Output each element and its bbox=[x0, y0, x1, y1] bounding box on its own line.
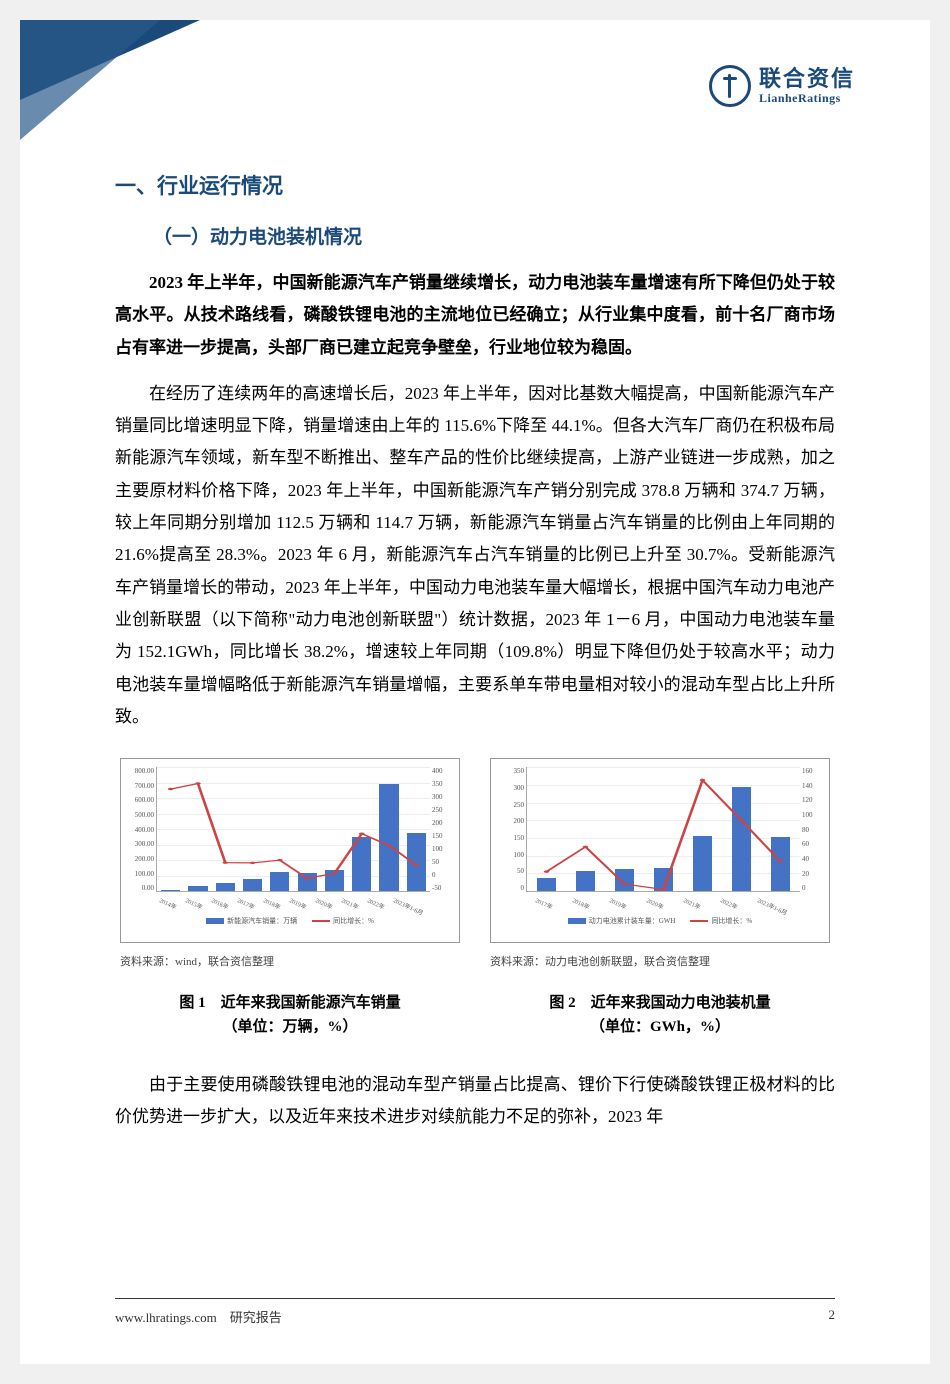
chart-2: 3503002502001501005001601401201008060402… bbox=[490, 758, 830, 943]
heading-2: （一）动力电池装机情况 bbox=[115, 222, 835, 249]
legend-line-icon bbox=[690, 920, 708, 922]
body-para-1: 在经历了连续两年的高速增长后，2023 年上半年，因对比基数大幅提高，中国新能源… bbox=[115, 378, 835, 733]
chart-1-col: 800.00700.00600.00500.00400.00300.00200.… bbox=[120, 758, 460, 1039]
content: 一、行业运行情况 （一）动力电池装机情况 2023 年上半年，中国新能源汽车产销… bbox=[20, 20, 930, 1134]
charts-row: 800.00700.00600.00500.00400.00300.00200.… bbox=[115, 758, 835, 1039]
chart-1: 800.00700.00600.00500.00400.00300.00200.… bbox=[120, 758, 460, 943]
logo-cn: 联合资信 bbox=[759, 67, 855, 91]
chart-2-col: 3503002502001501005001601401201008060402… bbox=[490, 758, 830, 1039]
footer-page: 2 bbox=[829, 1307, 836, 1326]
chart2-caption: 图 2 近年来我国动力电池装机量 （单位：GWh，%） bbox=[490, 991, 830, 1039]
legend-bar-icon bbox=[206, 918, 224, 924]
heading-1: 一、行业运行情况 bbox=[115, 170, 835, 200]
chart1-source: 资料来源：wind，联合资信整理 bbox=[120, 953, 460, 969]
logo-en: LianheRatings bbox=[759, 92, 855, 105]
chart1-legend2: 同比增长：% bbox=[333, 916, 374, 926]
chart2-legend1: 动力电池累计装车量：GWH bbox=[589, 916, 676, 926]
legend-bar-icon bbox=[568, 918, 586, 924]
chart2-source: 资料来源：动力电池创新联盟，联合资信整理 bbox=[490, 953, 830, 969]
chart1-caption: 图 1 近年来我国新能源汽车销量 （单位：万辆，%） bbox=[120, 991, 460, 1039]
body-para-2: 由于主要使用磷酸铁锂电池的混动车型产销量占比提高、锂价下行使磷酸铁锂正极材料的比… bbox=[115, 1069, 835, 1134]
logo: 联合资信 LianheRatings bbox=[709, 65, 855, 107]
header-corner-bg2 bbox=[20, 20, 160, 140]
summary-para: 2023 年上半年，中国新能源汽车产销量继续增长，动力电池装车量增速有所下降但仍… bbox=[115, 267, 835, 364]
chart1-legend1: 新能源汽车销量：万辆 bbox=[227, 916, 297, 926]
footer-left: www.lhratings.com 研究报告 bbox=[115, 1307, 282, 1326]
legend-line-icon bbox=[312, 920, 330, 922]
logo-icon bbox=[709, 65, 751, 107]
footer: www.lhratings.com 研究报告 2 bbox=[115, 1298, 835, 1326]
chart2-legend2: 同比增长：% bbox=[711, 916, 752, 926]
page: 联合资信 LianheRatings 一、行业运行情况 （一）动力电池装机情况 … bbox=[20, 20, 930, 1364]
